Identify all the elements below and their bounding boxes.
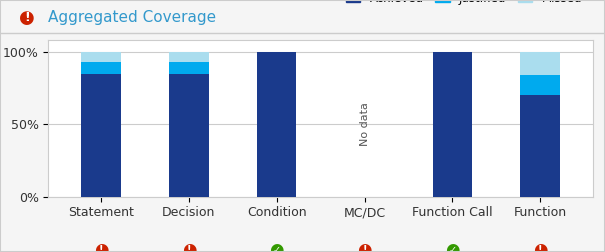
Text: !: ! bbox=[187, 245, 191, 252]
Text: ●: ● bbox=[94, 241, 108, 252]
Text: ●: ● bbox=[269, 241, 284, 252]
Text: !: ! bbox=[99, 245, 103, 252]
Bar bbox=[81, 74, 121, 197]
Bar bbox=[169, 74, 209, 197]
Text: ●: ● bbox=[182, 241, 196, 252]
Text: !: ! bbox=[538, 245, 543, 252]
Bar bbox=[169, 52, 209, 62]
Text: No data: No data bbox=[359, 102, 370, 146]
Text: ✓: ✓ bbox=[273, 245, 281, 252]
Bar bbox=[433, 52, 472, 197]
Bar bbox=[520, 95, 560, 197]
Bar bbox=[520, 75, 560, 95]
Bar bbox=[169, 62, 209, 74]
Text: ●: ● bbox=[19, 9, 35, 27]
Legend: Achieved, Justified, Missed: Achieved, Justified, Missed bbox=[341, 0, 587, 9]
Bar bbox=[81, 62, 121, 74]
Text: ●: ● bbox=[358, 241, 372, 252]
Text: ●: ● bbox=[533, 241, 548, 252]
Text: !: ! bbox=[362, 245, 367, 252]
Bar bbox=[520, 52, 560, 75]
Text: ●: ● bbox=[445, 241, 460, 252]
Bar bbox=[257, 52, 296, 197]
Text: ✓: ✓ bbox=[448, 245, 456, 252]
Bar bbox=[81, 52, 121, 62]
Text: Aggregated Coverage: Aggregated Coverage bbox=[48, 10, 217, 25]
Text: !: ! bbox=[24, 11, 30, 24]
